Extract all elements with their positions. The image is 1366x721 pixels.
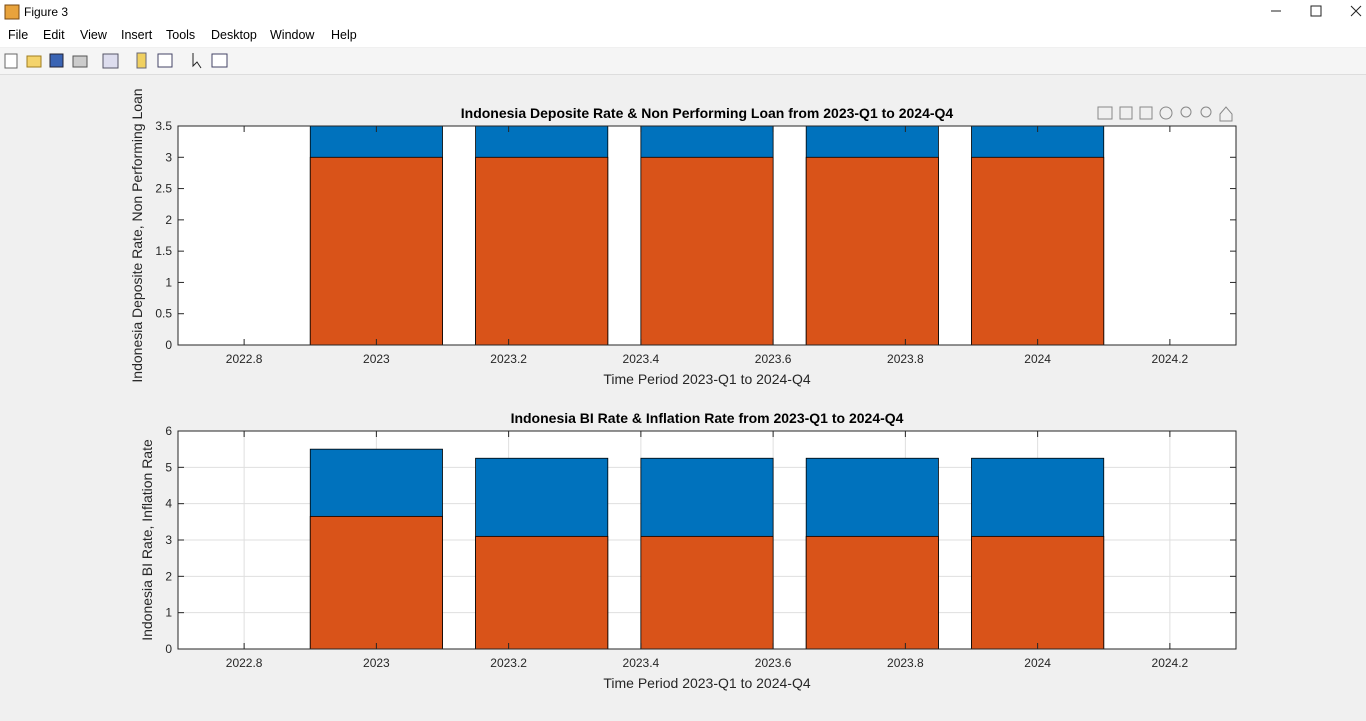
menu-item[interactable]: Window bbox=[270, 28, 315, 42]
y-tick-label: 1.5 bbox=[155, 244, 172, 258]
x-tick-label: 2024.2 bbox=[1152, 656, 1189, 670]
y-tick-label: 1 bbox=[165, 275, 172, 289]
legend-icon[interactable] bbox=[157, 53, 173, 68]
axes-toolbar bbox=[1097, 106, 1233, 122]
chart-title: Indonesia BI Rate & Inflation Rate from … bbox=[511, 410, 904, 426]
bar bbox=[971, 535, 1105, 649]
print-icon[interactable] bbox=[72, 55, 88, 68]
y-tick-label: 3 bbox=[165, 150, 172, 164]
menu-item[interactable]: Help bbox=[331, 28, 357, 42]
menu-item[interactable]: View bbox=[80, 28, 107, 42]
window-controls[interactable] bbox=[1236, 0, 1366, 24]
x-tick-label: 2023.2 bbox=[490, 352, 527, 366]
y-axis-label: Indonesia BI Rate, Inflation Rate bbox=[139, 439, 155, 641]
zoom-out-icon[interactable] bbox=[1200, 106, 1212, 118]
x-tick-label: 2023.2 bbox=[490, 656, 527, 670]
x-tick-label: 2023 bbox=[363, 656, 390, 670]
menu-item[interactable]: File bbox=[8, 28, 29, 42]
window-title: Figure 3 bbox=[24, 5, 69, 19]
pan-icon[interactable] bbox=[1159, 106, 1173, 120]
menu-item[interactable]: Tools bbox=[166, 28, 196, 42]
menu-bar: File Edit View Insert Tools Desktop Wind… bbox=[0, 24, 1366, 47]
y-tick-label: 2 bbox=[165, 569, 172, 583]
property-icon[interactable] bbox=[211, 53, 228, 68]
bar bbox=[805, 535, 939, 649]
y-tick-label: 2 bbox=[165, 213, 172, 227]
toolbar-icons bbox=[4, 52, 228, 69]
title-bar: Figure 3 bbox=[0, 0, 1366, 24]
maximize[interactable] bbox=[1310, 5, 1322, 17]
figure: 2022.8 2023 2023.2 2023.4 2023.6 2023.8 2024 20… bbox=[129, 88, 1237, 691]
x-tick-label: 2024 bbox=[1024, 352, 1051, 366]
x-tick-label: 2022.8 bbox=[226, 352, 263, 366]
menu-item[interactable]: Desktop bbox=[211, 28, 257, 42]
x-tick-label: 2022.8 bbox=[226, 656, 263, 670]
bar bbox=[805, 156, 939, 345]
x-tick-label: 2023.8 bbox=[887, 352, 924, 366]
y-tick-label: 3.5 bbox=[155, 119, 172, 133]
axes-box bbox=[177, 430, 1237, 650]
menu-item[interactable]: Insert bbox=[121, 28, 153, 42]
app-icon bbox=[4, 4, 20, 20]
y-tick-label: 2.5 bbox=[155, 182, 172, 196]
x-tick-label: 2023 bbox=[363, 352, 390, 366]
bar bbox=[475, 535, 609, 649]
bar bbox=[971, 156, 1105, 345]
close[interactable] bbox=[1350, 5, 1362, 17]
brush-icon[interactable] bbox=[1119, 106, 1133, 120]
y-tick-label: 3 bbox=[165, 533, 172, 547]
x-tick-label: 2023.8 bbox=[887, 656, 924, 670]
datatip-icon[interactable] bbox=[1139, 106, 1153, 120]
y-tick-label: 1 bbox=[165, 606, 172, 620]
x-tick-label: 2023.4 bbox=[623, 656, 660, 670]
y-tick-label: 0 bbox=[165, 338, 172, 352]
menu-item[interactable]: Edit bbox=[43, 28, 65, 42]
zoom-in-icon[interactable] bbox=[1180, 106, 1192, 118]
axes-box bbox=[177, 125, 1237, 346]
bar bbox=[309, 515, 443, 649]
y-axis-label: Indonesia Deposite Rate, Non Performing … bbox=[129, 88, 145, 382]
toolbar bbox=[0, 48, 1366, 75]
x-tick-label: 2024.2 bbox=[1152, 352, 1189, 366]
chart-title: Indonesia Deposite Rate & Non Performing… bbox=[461, 105, 954, 121]
y-tick-label: 6 bbox=[165, 424, 172, 438]
y-tick-label: 4 bbox=[165, 497, 172, 511]
x-tick-label: 2023.6 bbox=[755, 352, 792, 366]
x-tick-label: 2023.6 bbox=[755, 656, 792, 670]
y-tick-label: 5 bbox=[165, 460, 172, 474]
pointer-icon[interactable] bbox=[192, 53, 202, 69]
y-tick-label: 0 bbox=[165, 642, 172, 656]
save-icon[interactable] bbox=[49, 53, 64, 68]
x-tick-label: 2023.4 bbox=[623, 352, 660, 366]
open-icon[interactable] bbox=[26, 55, 42, 68]
x-axis-label: Time Period 2023-Q1 to 2024-Q4 bbox=[603, 675, 810, 691]
colorbar-icon[interactable] bbox=[136, 52, 147, 69]
new-icon[interactable] bbox=[4, 53, 18, 69]
bar bbox=[640, 535, 774, 649]
x-tick-label: 2024 bbox=[1024, 656, 1051, 670]
home-icon[interactable] bbox=[1219, 106, 1233, 122]
y-tick-label: 0.5 bbox=[155, 307, 172, 321]
bar bbox=[640, 156, 774, 345]
link-icon[interactable] bbox=[102, 53, 119, 69]
bar bbox=[309, 156, 443, 345]
export-icon[interactable] bbox=[1097, 106, 1113, 120]
x-axis-label: Time Period 2023-Q1 to 2024-Q4 bbox=[603, 371, 810, 387]
bar bbox=[475, 156, 609, 345]
